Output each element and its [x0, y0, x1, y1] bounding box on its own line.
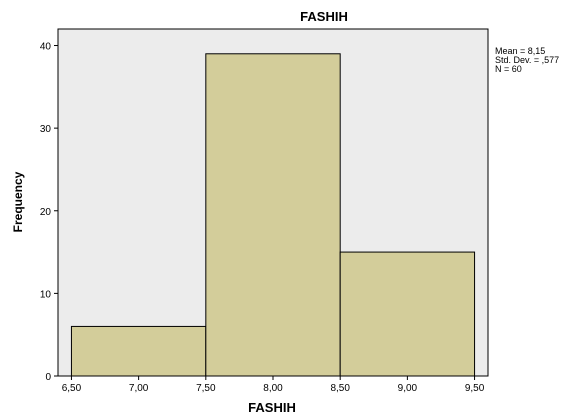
bars-group [70, 53, 476, 377]
x-tick-label: 6,50 [62, 383, 82, 394]
y-axis: 0 10 20 30 40 [40, 42, 58, 383]
y-tick-label: 20 [40, 207, 52, 218]
stats-mean: Mean = 8,15 [495, 46, 545, 56]
x-tick-label: 9,00 [398, 383, 418, 394]
x-tick-label: 7,50 [196, 383, 216, 394]
y-tick-label: 0 [45, 372, 51, 383]
stats-box: Mean = 8,15 Std. Dev. = ,577 N = 60 [495, 46, 559, 74]
x-axis-label: FASHIH [248, 400, 296, 415]
stats-n: N = 60 [495, 64, 522, 74]
x-tick-label: 9,50 [465, 383, 485, 394]
histogram-bar-3 [339, 251, 476, 377]
histogram-bar-1 [70, 325, 207, 377]
y-tick-label: 10 [40, 289, 52, 300]
x-tick-label: 8,00 [263, 383, 283, 394]
y-tick-label: 40 [40, 42, 52, 53]
histogram-bar-2 [205, 53, 341, 377]
x-axis: 6,50 7,00 7,50 8,00 8,50 9,00 9,50 [62, 376, 485, 394]
x-tick-label: 8,50 [330, 383, 350, 394]
chart-title: FASHIH [300, 9, 348, 24]
y-tick-label: 30 [40, 124, 52, 135]
stats-std-dev: Std. Dev. = ,577 [495, 55, 559, 65]
x-tick-label: 7,00 [129, 383, 149, 394]
y-axis-label: Frequency [11, 171, 25, 232]
